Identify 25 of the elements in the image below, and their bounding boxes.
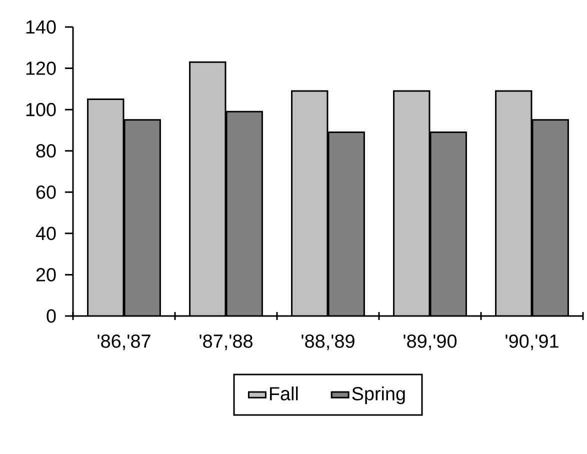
x-tick-label: '87,'88 [200, 334, 252, 350]
y-tick-label: 120 [26, 62, 56, 75]
bar [190, 62, 226, 316]
y-tick-label: 100 [26, 102, 56, 116]
y-tick-label: 80 [36, 144, 56, 158]
bar [394, 90, 430, 316]
y-tick-label: 40 [36, 226, 56, 240]
bar [124, 120, 160, 316]
y-tick-label: 60 [36, 185, 56, 199]
y-tick-label: 140 [26, 20, 56, 34]
bar [328, 132, 364, 316]
bar [532, 119, 569, 316]
x-tick-label: '89,'90 [404, 334, 457, 350]
x-tick-label: '90,'91 [506, 334, 558, 350]
y-tick-label: 0 [46, 309, 56, 323]
y-tick-label: 20 [36, 268, 56, 282]
x-tick-label: '86,'87 [98, 334, 150, 350]
bar [88, 99, 124, 316]
bar [495, 90, 532, 316]
x-tick-label: '88,'89 [302, 334, 354, 350]
bar [430, 132, 466, 316]
bar [292, 90, 328, 316]
legend-label: Spring [352, 386, 405, 404]
bar [226, 112, 262, 316]
legend-label: Fall [270, 386, 298, 400]
